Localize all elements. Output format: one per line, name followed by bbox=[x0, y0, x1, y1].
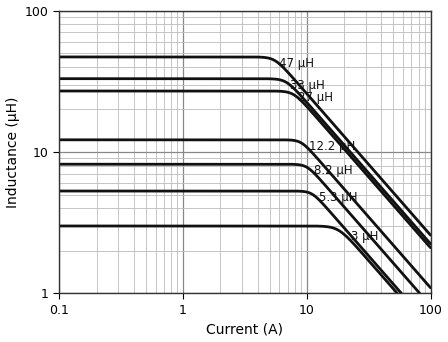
Text: 3 μH: 3 μH bbox=[351, 229, 379, 242]
Text: 27 μH: 27 μH bbox=[298, 91, 333, 104]
Text: 33 μH: 33 μH bbox=[290, 79, 325, 92]
Text: 8.2 μH: 8.2 μH bbox=[314, 164, 353, 177]
Text: 47 μH: 47 μH bbox=[279, 57, 314, 70]
Text: 12.2 μH: 12.2 μH bbox=[309, 140, 355, 153]
Y-axis label: Inductance (μH): Inductance (μH) bbox=[5, 96, 20, 208]
X-axis label: Current (A): Current (A) bbox=[207, 323, 284, 337]
Text: 5.3 μH: 5.3 μH bbox=[319, 191, 358, 204]
